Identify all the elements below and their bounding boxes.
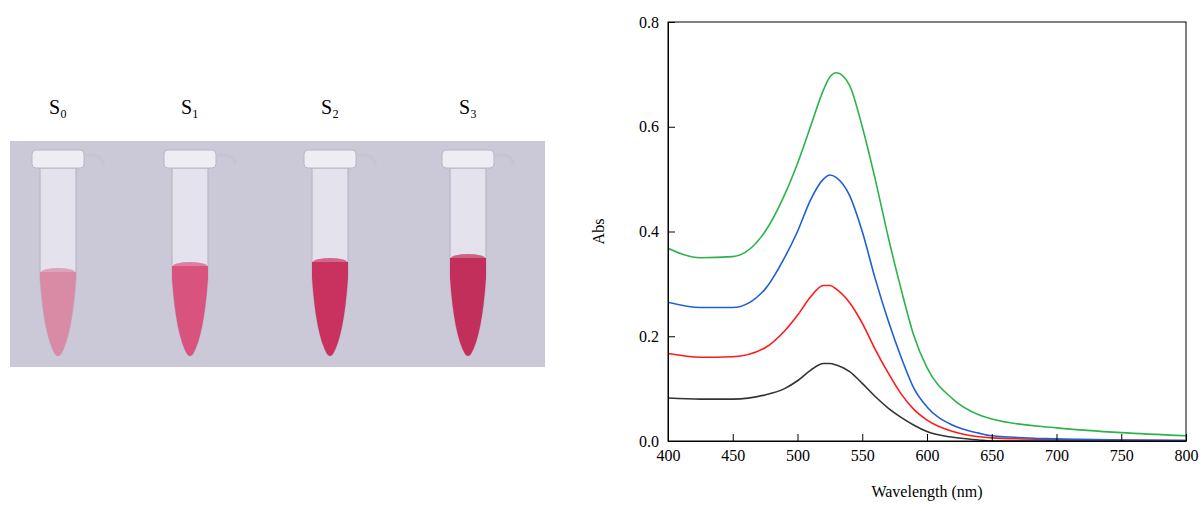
tube (32, 150, 104, 372)
photo-background (10, 141, 545, 367)
tube-cap (442, 150, 494, 168)
y-tick-label: 0.0 (639, 433, 659, 450)
x-tick: 750 (1110, 434, 1134, 464)
x-tick: 800 (1175, 434, 1199, 464)
x-tick-label: 700 (1045, 447, 1069, 464)
x-tick-mark (1186, 434, 1187, 441)
x-tick: 700 (1045, 434, 1069, 464)
y-axis-title: Abs (590, 219, 607, 245)
y-tick-label: 0.4 (639, 223, 659, 240)
tube (164, 150, 236, 366)
y-tick: 0.2 (639, 328, 675, 345)
liquid-surface (313, 258, 347, 266)
x-tick-mark (1057, 434, 1058, 441)
tube-hinge (216, 155, 236, 164)
x-tick-label: 550 (851, 447, 875, 464)
tube-hinge (494, 155, 514, 164)
sample-label: S₂ (321, 96, 339, 118)
x-axis-title: Wavelength (nm) (871, 483, 982, 501)
x-tick-mark (862, 434, 863, 441)
y-tick-mark (668, 336, 675, 337)
plot-frame (668, 22, 1186, 441)
x-tick-mark (733, 434, 734, 441)
y-tick-label: 0.2 (639, 328, 659, 345)
chart: 4004505005506006507007508000.00.20.40.60… (590, 14, 1199, 501)
x-tick-mark (798, 434, 799, 441)
x-tick: 600 (916, 434, 940, 464)
x-tick: 450 (721, 434, 745, 464)
x-tick-label: 800 (1175, 447, 1199, 464)
y-tick-mark (668, 22, 675, 23)
tube-hinge (356, 155, 376, 164)
x-tick: 500 (786, 434, 810, 464)
plot-area (668, 73, 1186, 441)
x-axis-line (669, 441, 1187, 442)
x-tick-mark (1121, 434, 1122, 441)
x-tick-mark (927, 434, 928, 441)
x-tick-label: 600 (916, 447, 940, 464)
x-tick-mark (992, 434, 993, 441)
series-line (668, 285, 1186, 440)
y-tick-mark (668, 232, 675, 233)
photo: S₀ S₁ S₂ S₃ (10, 96, 545, 372)
x-tick-label: 400 (657, 447, 681, 464)
tube-cap (32, 150, 84, 168)
x-tick-label: 650 (980, 447, 1004, 464)
y-axis: 0.0 0.2 0.4 0.6 0.8 (639, 14, 675, 450)
y-tick: 0.8 (639, 14, 675, 31)
series-line (668, 363, 1186, 441)
x-tick-label: 450 (721, 447, 745, 464)
liquid-surface (173, 262, 207, 270)
liquid-surface (41, 268, 75, 276)
tube (304, 150, 376, 362)
canvas: S₀S₁S₂S₃4004505005506006507007508000.00.… (0, 0, 1203, 511)
series-line (668, 73, 1186, 436)
tube-cap (304, 150, 356, 168)
tube-cap (164, 150, 216, 168)
tube-liquid (448, 258, 488, 358)
tube (442, 150, 514, 358)
x-tick: 650 (980, 434, 1004, 464)
tube-liquid (38, 272, 78, 372)
sample-label: S₀ (49, 96, 67, 118)
x-tick-label: 750 (1110, 447, 1134, 464)
tube-hinge (84, 155, 104, 164)
y-tick-label: 0.8 (639, 14, 659, 31)
liquid-surface (451, 254, 485, 262)
y-tick: 0.6 (639, 118, 675, 135)
tube-liquid (310, 262, 350, 362)
x-tick-label: 500 (786, 447, 810, 464)
y-tick: 0.0 (639, 433, 675, 450)
y-tick: 0.4 (639, 223, 675, 240)
series-line (668, 175, 1186, 441)
y-tick-mark (668, 441, 675, 442)
y-tick-mark (668, 127, 675, 128)
x-axis: 400 450 500 550 600 650 700 750 800 (657, 434, 1199, 464)
tube-liquid (170, 266, 210, 366)
sample-label: S₃ (459, 96, 477, 118)
x-tick: 550 (851, 434, 875, 464)
y-tick-label: 0.6 (639, 118, 659, 135)
sample-label: S₁ (181, 96, 199, 118)
